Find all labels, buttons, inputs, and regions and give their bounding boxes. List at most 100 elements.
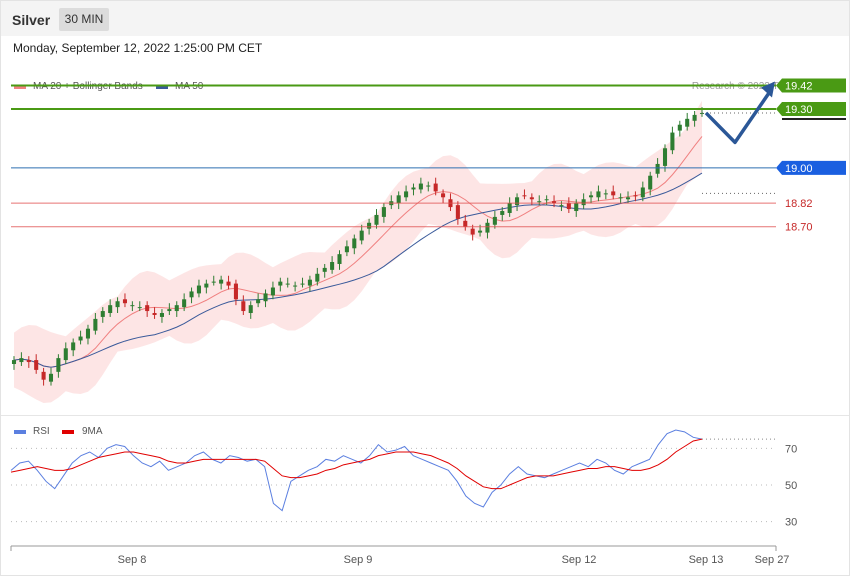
candle-body bbox=[189, 291, 194, 298]
candle-body bbox=[330, 262, 335, 270]
candle-body bbox=[381, 207, 386, 217]
candle-body bbox=[85, 328, 91, 339]
candle-body bbox=[492, 216, 497, 225]
candle-body bbox=[34, 360, 39, 370]
candle-body bbox=[285, 283, 290, 285]
candle-body bbox=[115, 301, 120, 308]
candle-body bbox=[537, 201, 542, 203]
ma50-line bbox=[13, 172, 703, 368]
candle-body bbox=[344, 246, 349, 253]
candle-body bbox=[26, 360, 31, 363]
candle-body bbox=[625, 197, 631, 200]
ma20-line bbox=[13, 136, 703, 368]
candle-body bbox=[93, 318, 98, 331]
candle-body bbox=[63, 348, 68, 361]
candle-body bbox=[19, 358, 24, 363]
header-bar: Silver 30 MIN bbox=[1, 1, 849, 36]
ma20-legend-label: MA 20 + Bollinger Bands bbox=[33, 81, 143, 92]
candle-body bbox=[307, 279, 312, 286]
candle-body bbox=[433, 183, 438, 192]
candle-body bbox=[529, 197, 534, 200]
candle-body bbox=[204, 283, 209, 288]
candle-body bbox=[219, 279, 224, 284]
level-label-19.30: 19.30 bbox=[785, 104, 813, 116]
candle-body bbox=[71, 342, 76, 351]
candle-body bbox=[478, 230, 483, 233]
candle-body bbox=[137, 307, 142, 309]
timestamp: Monday, September 12, 2022 1:25:00 PM CE… bbox=[13, 41, 263, 55]
symbol-title: Silver bbox=[12, 12, 51, 28]
forecast-arrow-head bbox=[761, 81, 775, 98]
candle-body bbox=[152, 313, 157, 315]
candle-body bbox=[633, 195, 638, 197]
candle-body bbox=[418, 183, 423, 190]
candle-body bbox=[374, 214, 379, 225]
candle-body bbox=[167, 309, 172, 312]
candle-body bbox=[248, 305, 253, 314]
candle-body bbox=[426, 185, 431, 187]
x-tick-label: Sep 13 bbox=[689, 554, 724, 566]
candle-body bbox=[411, 187, 416, 190]
candle-body bbox=[100, 311, 105, 317]
ma50-legend-label: MA 50 bbox=[175, 81, 204, 92]
rsi-ma-line bbox=[10, 438, 703, 490]
x-tick-label: Sep 9 bbox=[344, 554, 373, 566]
ma20-legend-swatch bbox=[14, 85, 26, 89]
candle-body bbox=[662, 148, 668, 166]
candle-body bbox=[581, 199, 586, 206]
x-tick-label: Sep 27 bbox=[755, 554, 790, 566]
candle-body bbox=[278, 281, 283, 286]
candle-body bbox=[108, 305, 113, 314]
candle-body bbox=[11, 360, 17, 365]
candle-body bbox=[559, 205, 564, 207]
level-label-18.82: 18.82 bbox=[785, 198, 813, 210]
candle-body bbox=[670, 132, 675, 151]
candle-body bbox=[352, 238, 357, 249]
candle-body bbox=[48, 373, 54, 382]
timeframe-button[interactable]: 30 MIN bbox=[59, 8, 109, 31]
candle-body bbox=[41, 371, 46, 380]
candle-body bbox=[552, 201, 557, 204]
candle-body bbox=[122, 299, 128, 304]
candle-body bbox=[256, 299, 261, 304]
ma50-legend-swatch bbox=[156, 85, 168, 89]
candle-body bbox=[507, 203, 512, 213]
candle-body bbox=[677, 124, 682, 131]
candle-body bbox=[367, 222, 372, 229]
panel-divider bbox=[1, 415, 849, 416]
candle-body bbox=[574, 203, 579, 212]
level-tag-19.30 bbox=[776, 102, 846, 117]
ma9-legend-label: 9MA bbox=[82, 426, 103, 437]
candle-body bbox=[130, 305, 135, 307]
candle-body bbox=[226, 281, 231, 286]
candle-body bbox=[463, 220, 468, 227]
candle-body bbox=[293, 285, 298, 287]
candle-body bbox=[603, 193, 608, 195]
level-tag-19.00 bbox=[776, 160, 846, 175]
rsi-line bbox=[10, 429, 703, 512]
candle-body bbox=[655, 163, 660, 174]
candle-body bbox=[648, 175, 653, 190]
candle-body bbox=[196, 285, 201, 294]
candle-body bbox=[515, 197, 520, 206]
level-label-19.00: 19.00 bbox=[785, 163, 813, 175]
candle-body bbox=[596, 191, 601, 198]
candle-body bbox=[359, 230, 364, 241]
candle-body bbox=[159, 313, 164, 317]
candle-body bbox=[396, 195, 401, 204]
rsi-tick-label-30: 30 bbox=[785, 517, 797, 529]
candle-body bbox=[640, 187, 645, 198]
candle-body bbox=[300, 283, 305, 285]
candle-body bbox=[322, 267, 327, 272]
level-label-19.42: 19.42 bbox=[785, 80, 813, 92]
candle-body bbox=[485, 222, 490, 233]
bollinger-band bbox=[14, 100, 702, 403]
candle-body bbox=[470, 228, 475, 235]
x-tick-label: Sep 8 bbox=[118, 554, 147, 566]
rsi-legend-label: RSI bbox=[33, 426, 50, 437]
candle-body bbox=[441, 193, 446, 198]
candle-body bbox=[685, 118, 690, 127]
forecast-arrow-path bbox=[704, 90, 772, 145]
candle-body bbox=[611, 191, 616, 196]
